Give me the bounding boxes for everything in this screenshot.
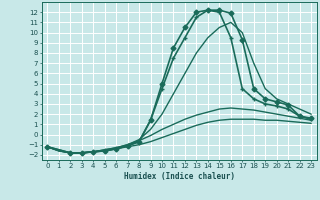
- X-axis label: Humidex (Indice chaleur): Humidex (Indice chaleur): [124, 172, 235, 181]
